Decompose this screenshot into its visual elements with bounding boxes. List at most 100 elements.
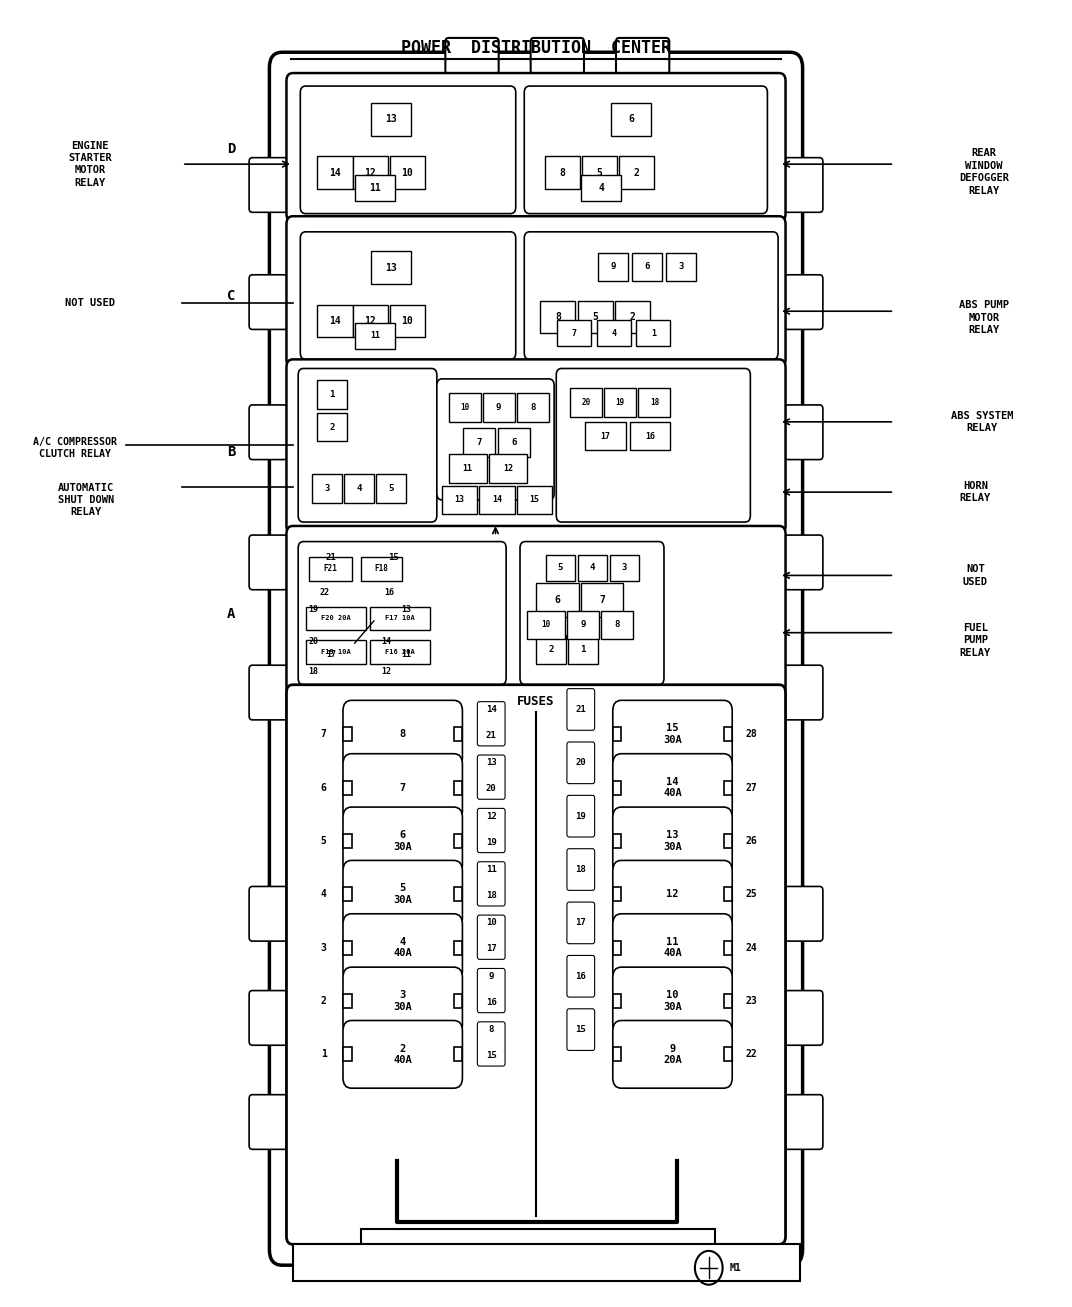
Bar bbox=[343, 834, 352, 848]
Text: 18: 18 bbox=[650, 397, 659, 406]
Bar bbox=[536, 635, 566, 664]
Text: 9: 9 bbox=[610, 263, 615, 272]
FancyBboxPatch shape bbox=[785, 991, 823, 1046]
FancyBboxPatch shape bbox=[524, 86, 768, 213]
FancyBboxPatch shape bbox=[524, 231, 778, 359]
Text: 5: 5 bbox=[596, 167, 602, 178]
Text: 6
30A: 6 30A bbox=[393, 830, 412, 852]
Bar bbox=[312, 474, 342, 502]
Text: 10: 10 bbox=[486, 919, 496, 928]
Bar bbox=[482, 393, 515, 422]
Text: NOT
USED: NOT USED bbox=[963, 565, 988, 587]
Text: HORN
RELAY: HORN RELAY bbox=[959, 481, 991, 503]
Bar bbox=[353, 157, 388, 190]
Text: 12: 12 bbox=[364, 316, 376, 325]
Bar bbox=[390, 305, 426, 337]
Text: 21: 21 bbox=[486, 731, 496, 740]
FancyBboxPatch shape bbox=[249, 274, 287, 329]
Bar bbox=[497, 429, 530, 457]
FancyBboxPatch shape bbox=[567, 689, 595, 731]
Bar bbox=[639, 388, 670, 417]
FancyBboxPatch shape bbox=[343, 754, 462, 821]
Bar bbox=[666, 252, 696, 281]
Text: 11: 11 bbox=[486, 865, 496, 874]
FancyBboxPatch shape bbox=[286, 525, 786, 695]
FancyBboxPatch shape bbox=[567, 955, 595, 997]
Text: 20: 20 bbox=[581, 397, 591, 406]
Bar bbox=[343, 993, 352, 1008]
Text: 15: 15 bbox=[486, 1051, 496, 1060]
Bar bbox=[453, 834, 462, 848]
Text: 19: 19 bbox=[615, 397, 625, 406]
Text: 4: 4 bbox=[321, 889, 327, 899]
FancyBboxPatch shape bbox=[613, 1021, 732, 1089]
Text: 12: 12 bbox=[503, 464, 513, 473]
Text: 7: 7 bbox=[400, 783, 406, 792]
Text: A: A bbox=[227, 608, 235, 621]
Text: 8: 8 bbox=[555, 312, 561, 322]
Bar bbox=[581, 583, 624, 617]
Bar bbox=[361, 1229, 715, 1255]
Text: 3: 3 bbox=[325, 484, 330, 493]
Text: 3
30A: 3 30A bbox=[393, 991, 412, 1012]
Text: D: D bbox=[227, 141, 235, 156]
Bar bbox=[615, 301, 650, 333]
Bar bbox=[578, 301, 613, 333]
Text: 9: 9 bbox=[580, 621, 585, 630]
FancyBboxPatch shape bbox=[477, 915, 505, 959]
Bar bbox=[724, 834, 732, 848]
Text: AUTOMATIC
SHUT DOWN
RELAY: AUTOMATIC SHUT DOWN RELAY bbox=[58, 482, 114, 518]
FancyBboxPatch shape bbox=[477, 968, 505, 1013]
Text: ABS SYSTEM
RELAY: ABS SYSTEM RELAY bbox=[951, 410, 1013, 433]
FancyBboxPatch shape bbox=[343, 806, 462, 874]
Text: 19: 19 bbox=[486, 838, 496, 847]
Text: F20 20A: F20 20A bbox=[322, 616, 351, 621]
Text: 4: 4 bbox=[598, 183, 604, 192]
Text: REAR
WINDOW
DEFOGGER
RELAY: REAR WINDOW DEFOGGER RELAY bbox=[959, 149, 1009, 196]
FancyBboxPatch shape bbox=[343, 1021, 462, 1089]
Text: 6: 6 bbox=[628, 114, 634, 124]
Bar bbox=[637, 320, 670, 346]
Text: 12: 12 bbox=[486, 812, 496, 821]
Text: ENGINE
STARTER
MOTOR
RELAY: ENGINE STARTER MOTOR RELAY bbox=[69, 141, 113, 188]
Text: 9
20A: 9 20A bbox=[664, 1043, 682, 1065]
Bar bbox=[724, 993, 732, 1008]
Bar bbox=[613, 941, 622, 954]
Bar bbox=[343, 887, 352, 902]
FancyBboxPatch shape bbox=[436, 379, 554, 501]
Text: 1: 1 bbox=[651, 329, 656, 337]
Bar bbox=[453, 727, 462, 741]
Text: POWER  DISTRIBUTION  CENTER: POWER DISTRIBUTION CENTER bbox=[401, 39, 671, 58]
FancyBboxPatch shape bbox=[613, 806, 732, 874]
Bar bbox=[317, 305, 353, 337]
Text: 12: 12 bbox=[382, 667, 391, 676]
Text: 12: 12 bbox=[667, 889, 679, 899]
Bar bbox=[527, 610, 565, 639]
Text: NOT USED: NOT USED bbox=[65, 298, 115, 308]
FancyBboxPatch shape bbox=[785, 886, 823, 941]
FancyBboxPatch shape bbox=[286, 216, 786, 367]
Bar bbox=[453, 941, 462, 954]
Text: 5: 5 bbox=[592, 312, 598, 322]
Bar bbox=[610, 554, 639, 580]
FancyBboxPatch shape bbox=[567, 848, 595, 890]
FancyBboxPatch shape bbox=[785, 405, 823, 460]
Text: 2: 2 bbox=[548, 646, 553, 654]
Bar bbox=[517, 486, 552, 514]
FancyBboxPatch shape bbox=[249, 886, 287, 941]
FancyBboxPatch shape bbox=[477, 808, 505, 852]
Text: 4: 4 bbox=[356, 484, 361, 493]
FancyBboxPatch shape bbox=[343, 914, 462, 982]
Text: 2: 2 bbox=[321, 996, 327, 1006]
Text: C: C bbox=[227, 289, 235, 303]
Bar bbox=[568, 635, 598, 664]
FancyBboxPatch shape bbox=[785, 158, 823, 212]
Bar bbox=[611, 103, 651, 136]
Text: 1: 1 bbox=[580, 646, 585, 654]
Text: 10: 10 bbox=[541, 621, 551, 630]
Text: 16: 16 bbox=[384, 588, 393, 597]
Text: 14: 14 bbox=[486, 704, 496, 714]
Text: 23: 23 bbox=[745, 996, 757, 1006]
Text: F17 10A: F17 10A bbox=[385, 616, 415, 621]
Bar bbox=[578, 554, 608, 580]
